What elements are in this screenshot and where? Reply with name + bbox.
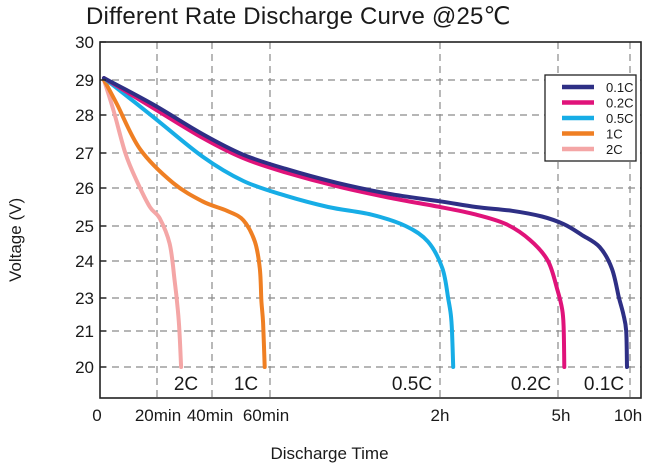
legend-label: 1C xyxy=(606,127,623,142)
y-tick-label: 29 xyxy=(75,71,94,90)
curve-end-label: 1C xyxy=(234,374,258,395)
y-tick-label: 23 xyxy=(75,289,94,308)
curve-end-label: 0.5C xyxy=(392,374,432,395)
y-tick-label: 26 xyxy=(75,179,94,198)
y-tick-label: 20 xyxy=(75,358,94,377)
y-tick-label: 28 xyxy=(75,106,94,125)
x-tick-label: 60min xyxy=(243,406,289,425)
series-line-1C xyxy=(102,78,267,369)
series-line-05C xyxy=(102,76,456,369)
y-tick-label: 21 xyxy=(75,322,94,341)
x-tick-label: 5h xyxy=(552,406,571,425)
chart-title: Different Rate Discharge Curve @25℃ xyxy=(86,3,511,30)
tick-labels: 30 29 28 27 26 25 24 23 21 20 0 20min 40min 60min 2h 5h… xyxy=(75,33,642,425)
y-tick-label: 27 xyxy=(75,144,94,163)
curve-end-labels: 0.1C 0.2C 0.5C 1C 2C xyxy=(174,374,624,395)
legend-label: 2C xyxy=(606,142,623,157)
series-lines xyxy=(102,76,629,369)
y-tick-label: 30 xyxy=(75,33,94,52)
plot-frame xyxy=(99,41,642,399)
curve-end-label: 2C xyxy=(174,374,198,395)
x-tick-label: 10h xyxy=(614,406,642,425)
y-tick-label: 24 xyxy=(75,252,94,271)
x-tick-label: 40min xyxy=(187,406,233,425)
x-tick-label: 0 xyxy=(92,406,101,425)
x-tick-label: 20min xyxy=(135,406,181,425)
curve-end-label: 0.2C xyxy=(511,374,551,395)
curve-end-label: 0.1C xyxy=(584,374,624,395)
x-axis-title: Discharge Time xyxy=(270,444,389,463)
x-tick-label: 2h xyxy=(431,406,450,425)
series-line-02C xyxy=(102,76,567,369)
legend-label: 0.1C xyxy=(606,80,633,95)
y-tick-label: 25 xyxy=(75,217,94,236)
series-line-01C xyxy=(102,76,629,369)
legend-label: 0.2C xyxy=(606,96,633,111)
legend-label: 0.5C xyxy=(606,111,633,126)
series-line-2C xyxy=(102,78,184,369)
